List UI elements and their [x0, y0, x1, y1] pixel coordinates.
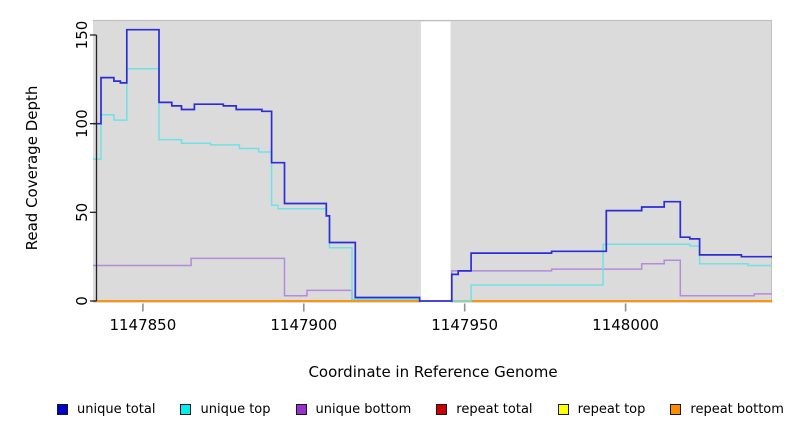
legend-swatch-repeat-total: [436, 404, 448, 415]
legend-item-unique-total: unique total: [57, 402, 155, 417]
legend: unique total unique top unique bottom repea…: [57, 402, 784, 417]
x-tick-label: 1148000: [592, 316, 659, 334]
legend-label-repeat-bottom: repeat bottom: [690, 402, 784, 417]
legend-swatch-repeat-top: [557, 404, 569, 415]
legend-item-repeat-total: repeat total: [436, 402, 533, 417]
legend-label-unique-top: unique top: [200, 402, 271, 417]
legend-swatch-repeat-bottom: [670, 404, 682, 415]
legend-label-unique-bottom: unique bottom: [315, 402, 412, 417]
legend-label-repeat-top: repeat top: [577, 402, 646, 417]
legend-item-unique-top: unique top: [180, 402, 271, 417]
legend-swatch-unique-bottom: [295, 404, 307, 415]
series-line-unique-total: [93, 28, 772, 302]
y-tick-label: 50: [73, 203, 91, 222]
legend-item-repeat-bottom: repeat bottom: [670, 402, 784, 417]
legend-label-unique-total: unique total: [77, 402, 156, 417]
legend-item-unique-bottom: unique bottom: [295, 402, 412, 417]
y-tick-label: 100: [73, 109, 91, 138]
x-tick-label: 1147850: [109, 316, 176, 334]
y-axis-title: Read Coverage Depth: [23, 85, 41, 251]
plot-canvas: 0 50 100 150 1147850 1147900 1147950 1148000: [73, 19, 772, 334]
legend-swatch-unique-total: [57, 404, 68, 415]
x-tick-label: 1147950: [431, 316, 498, 334]
legend-swatch-unique-top: [180, 404, 192, 415]
y-tick-label: 150: [73, 21, 91, 50]
legend-label-repeat-total: repeat total: [456, 402, 533, 417]
legend-item-repeat-top: repeat top: [557, 402, 646, 417]
x-tick-label: 1147900: [270, 316, 337, 334]
series-line-unique-top: [93, 67, 772, 302]
no-data-gap: [420, 21, 451, 303]
x-axis-title: Coordinate in Reference Genome: [308, 363, 558, 381]
y-tick-label: 0: [73, 296, 91, 306]
